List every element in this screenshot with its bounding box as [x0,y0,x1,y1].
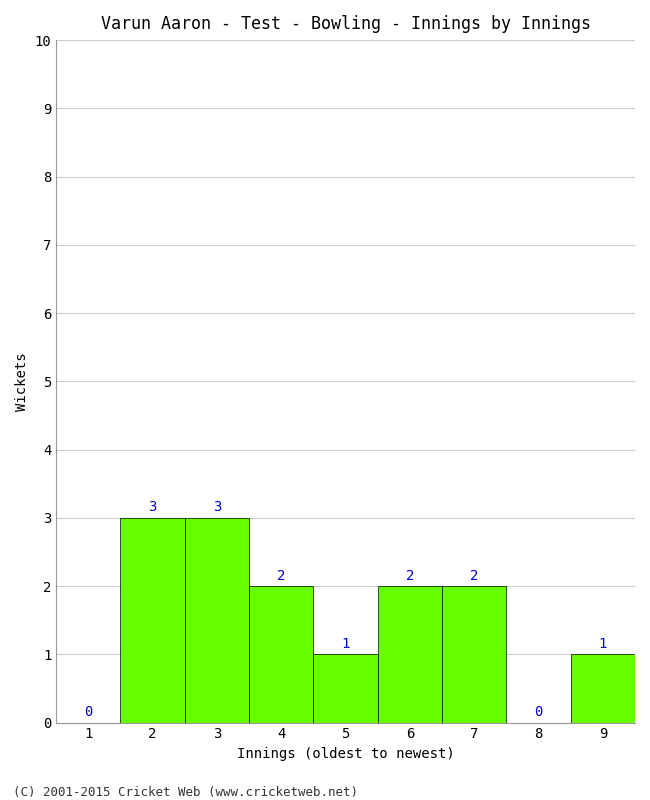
Bar [249,586,313,722]
Bar [185,518,249,722]
Text: 0: 0 [534,705,543,719]
Text: 2: 2 [470,569,478,582]
Title: Varun Aaron - Test - Bowling - Innings by Innings: Varun Aaron - Test - Bowling - Innings b… [101,15,591,33]
Text: 2: 2 [406,569,414,582]
Bar [571,654,635,722]
Y-axis label: Wickets: Wickets [15,352,29,410]
Bar [313,654,378,722]
Text: 0: 0 [84,705,92,719]
Text: 1: 1 [341,637,350,651]
Bar [120,518,185,722]
Text: 3: 3 [148,501,157,514]
Text: 3: 3 [213,501,221,514]
X-axis label: Innings (oldest to newest): Innings (oldest to newest) [237,747,454,761]
Bar [442,586,506,722]
Text: 1: 1 [599,637,607,651]
Text: (C) 2001-2015 Cricket Web (www.cricketweb.net): (C) 2001-2015 Cricket Web (www.cricketwe… [13,786,358,799]
Text: 2: 2 [277,569,285,582]
Bar [378,586,442,722]
